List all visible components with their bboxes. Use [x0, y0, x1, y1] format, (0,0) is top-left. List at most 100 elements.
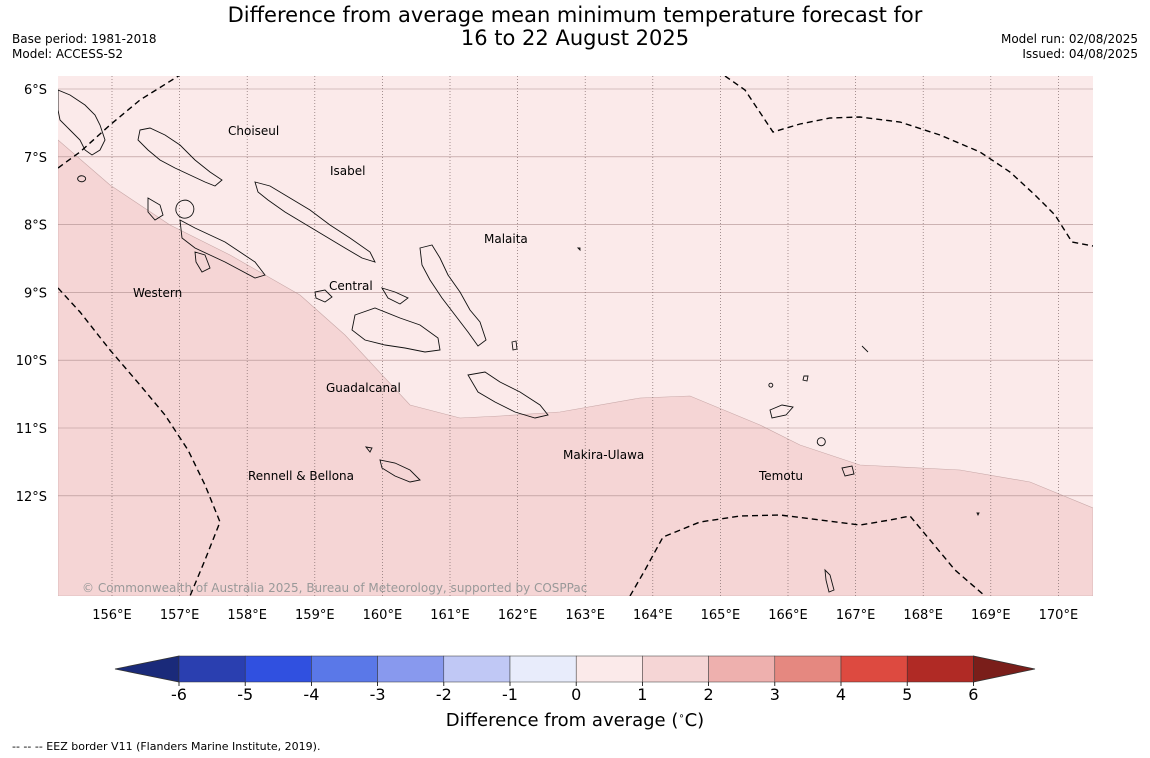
colorbar-segment [575, 655, 643, 683]
eez-footnote: -- -- -- EEZ border V11 (Flanders Marine… [12, 740, 321, 753]
place-labels: Choiseul Isabel Malaita Western Central … [133, 124, 803, 483]
colorbar-segment [509, 655, 577, 683]
colorbar-tick-label: 4 [836, 685, 846, 704]
issued-date: Issued: 04/08/2025 [1022, 47, 1138, 61]
colorbar-extend-high [973, 655, 1036, 683]
place-label-central: Central [329, 279, 373, 293]
lon-label: 164°E [633, 608, 673, 623]
colorbar-segment [642, 655, 709, 683]
choiseul-coast [137, 127, 223, 187]
map-gridlines [58, 76, 1093, 596]
longitude-labels: 156°E 157°E 158°E 159°E 160°E 161°E 162°E 163°E… [92, 608, 1078, 623]
anuta-coast [861, 345, 869, 353]
tikopia-coast [824, 568, 835, 593]
lon-label: 168°E [903, 608, 943, 623]
colorbar-tick-label: -6 [171, 685, 187, 704]
lat-label: 9°S [24, 286, 47, 301]
lon-label: 167°E [836, 608, 876, 623]
kolombangara-coast [147, 197, 164, 221]
place-label-temotu: Temotu [758, 469, 803, 483]
colorbar-segment [774, 655, 842, 683]
florida-islands-coast [381, 287, 409, 305]
makira-coast [467, 371, 549, 419]
lon-label: 156°E [92, 608, 132, 623]
lat-label: 6°S [24, 83, 47, 98]
colorbar-ticks: -6 -5 -4 -3 -2 -1 0 1 2 3 4 5 6 [171, 682, 978, 704]
shortland-coast [77, 175, 87, 183]
place-label-malaita: Malaita [484, 232, 528, 246]
place-label-western: Western [133, 286, 182, 300]
colorbar-tick-label: 3 [770, 685, 780, 704]
new-georgia-coast [179, 219, 266, 279]
lon-label: 163°E [565, 608, 605, 623]
colorbar [114, 655, 1036, 683]
eez-border-southeast [629, 514, 986, 596]
map-area: Choiseul Isabel Malaita Western Central … [58, 76, 1093, 596]
copyright-notice: © Commonwealth of Australia 2025, Bureau… [82, 581, 587, 595]
colorbar-tick-label: 1 [637, 685, 647, 704]
lat-label: 8°S [24, 219, 47, 234]
colorbar-segment [377, 655, 445, 683]
colorbar-tick-label: 6 [968, 685, 978, 704]
colorbar-tick-label: -4 [303, 685, 319, 704]
lon-label: 157°E [160, 608, 200, 623]
vella-lavella-coast [175, 199, 195, 219]
anomaly-1-2-region [58, 139, 1093, 596]
eez-borders [58, 76, 1093, 596]
model-run: Model run: 02/08/2025 [1000, 32, 1138, 46]
place-label-isabel: Isabel [330, 164, 365, 178]
lat-label: 12°S [16, 490, 47, 505]
lat-label: 11°S [16, 422, 47, 437]
lon-label: 160°E [363, 608, 403, 623]
colorbar-tick-label: 0 [571, 685, 581, 704]
lat-label: 7°S [24, 151, 47, 166]
central-islands-coast [314, 289, 333, 303]
title-line-2: 16 to 22 August 2025 [460, 26, 690, 50]
sikaiana-coast [576, 247, 581, 252]
isabel-coast [254, 181, 376, 263]
eez-border-northwest [58, 76, 180, 169]
colorbar-segment [178, 655, 246, 683]
malaita-coast [419, 244, 487, 347]
map-title: Difference from average mean minimum tem… [0, 4, 1150, 50]
colorbar-segment [906, 655, 974, 683]
colorbar-segment [708, 655, 776, 683]
meta-left: Base period: 1981-2018 Model: ACCESS-S2 [12, 32, 157, 62]
place-label-rennell-bellona: Rennell & Bellona [248, 469, 354, 483]
ulawa-coast [511, 340, 518, 351]
rennell-coast [379, 459, 421, 483]
place-label-choiseul: Choiseul [228, 124, 279, 138]
place-label-makira-ulawa: Makira-Ulawa [563, 448, 644, 462]
colorbar-segment [311, 655, 378, 683]
nendo-coast [816, 437, 826, 447]
colorbar-segment [443, 655, 511, 683]
lon-label: 165°E [701, 608, 741, 623]
colorbar-tick-label: 5 [902, 685, 912, 704]
title-line-1: Difference from average mean minimum tem… [227, 3, 923, 27]
rendova-coast [194, 251, 211, 273]
guadalcanal-coast [351, 307, 441, 353]
colorbar-tick-label: -3 [370, 685, 386, 704]
lon-label: 162°E [498, 608, 538, 623]
meta-right: Model run: 02/08/2025 Issued: 04/08/2025 [1001, 32, 1138, 62]
colorbar-segment [244, 655, 312, 683]
colorbar-segment [840, 655, 908, 683]
lon-label: 159°E [295, 608, 335, 623]
island-coastlines [58, 89, 980, 593]
lon-label: 169°E [971, 608, 1011, 623]
bellona-coast [364, 446, 373, 453]
colorbar-extend-low [114, 655, 180, 683]
lat-label: 10°S [16, 354, 47, 369]
colorbar-tick-label: -2 [436, 685, 452, 704]
bougainville-coast [58, 89, 106, 156]
small-islet-coast [768, 382, 774, 388]
fataka-coast [976, 512, 980, 517]
eez-border-northeast [724, 76, 1093, 247]
place-label-guadalcanal: Guadalcanal [326, 381, 401, 395]
colorbar-tick-label: -5 [237, 685, 253, 704]
colorbar-label: Difference from average (∘C) [445, 710, 705, 731]
base-period: Base period: 1981-2018 [12, 32, 157, 46]
colorbar-tick-label: 2 [704, 685, 714, 704]
reef-islands-coast [769, 404, 794, 419]
